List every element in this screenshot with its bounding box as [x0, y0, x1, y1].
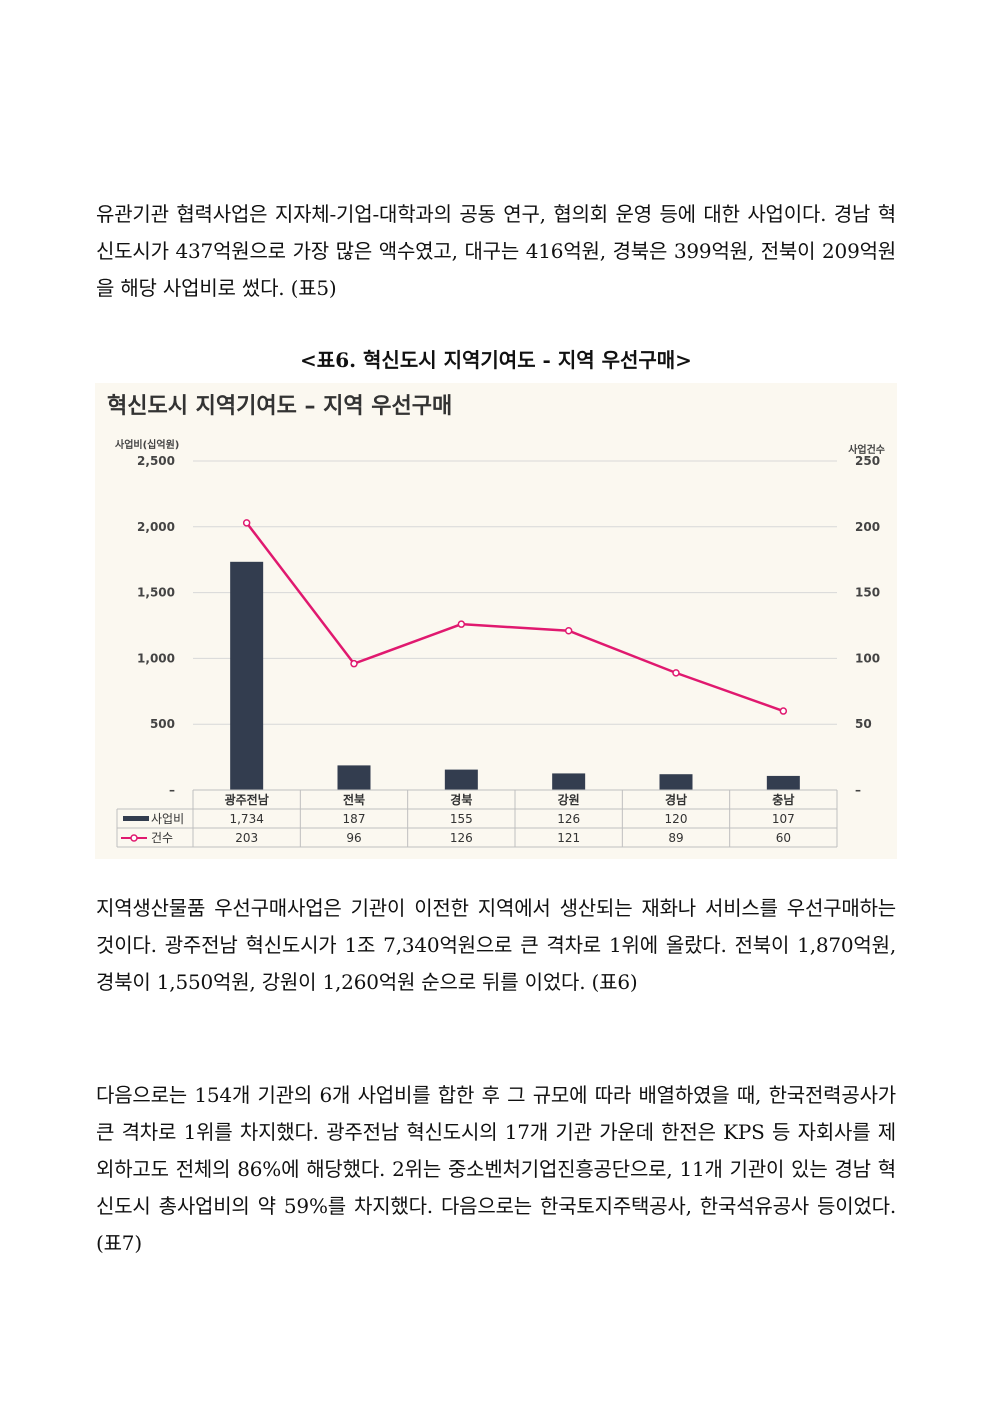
line-point-1: [242, 519, 251, 527]
line-value-label: 121: [557, 831, 580, 845]
y-tick-label: 1,000: [137, 651, 175, 665]
category-label: 강원: [558, 793, 580, 807]
category-label: 광주전남: [225, 792, 269, 807]
legend-key-marker: [130, 834, 138, 842]
y-tick-label: 1,500: [137, 586, 175, 600]
y2-axis-title: 사업건수: [848, 443, 885, 456]
line-value-label: 89: [668, 831, 683, 845]
paragraph-2: 지역생산물품 우선구매사업은 기관이 이전한 지역에서 생산되는 재화나 서비스…: [96, 896, 896, 994]
legend-label-line: 건수: [151, 831, 173, 845]
y2-tick-label: 100: [855, 651, 880, 665]
bar-value-label: 1,734: [229, 812, 263, 826]
bar-3: [444, 769, 478, 790]
bar-1: [230, 561, 264, 790]
line-point-6: [779, 707, 788, 715]
bar-value-label: 155: [450, 812, 473, 826]
line-value-label: 96: [346, 831, 361, 845]
line-point-5: [672, 669, 680, 677]
y-tick-label: 500: [150, 717, 175, 731]
bar-value-label: 187: [343, 812, 366, 826]
bar-5: [659, 774, 693, 790]
y2-tick-label: 200: [855, 520, 880, 534]
bar-4: [552, 773, 586, 790]
line-value-label: 126: [450, 831, 473, 845]
y-tick-label: –: [169, 783, 175, 797]
y2-tick-label: 150: [855, 586, 880, 600]
line-point-3: [457, 620, 466, 628]
bar-6: [766, 775, 800, 790]
legend-key-bar: [123, 816, 149, 821]
bar-value-label: 120: [665, 812, 688, 826]
paragraph-1: 유관기관 협력사업은 지자체-기업-대학과의 공동 연구, 협의회 운영 등에 …: [96, 202, 896, 300]
category-label: 전북: [343, 792, 365, 807]
y2-tick-label: –: [855, 783, 861, 797]
line-point-4: [564, 627, 573, 635]
line-series: [245, 522, 784, 713]
chart-title: 혁신도시 지역기여도 – 지역 우선구매: [107, 393, 452, 419]
bar-value-label: 126: [557, 812, 580, 826]
figure-caption: <표6. 혁신도시 지역기여도 - 지역 우선구매>: [300, 348, 692, 372]
legend-label-bar: 사업비: [151, 812, 184, 826]
y2-tick-label: 250: [855, 454, 880, 468]
y-tick-label: 2,000: [137, 520, 175, 534]
bar-2: [337, 765, 371, 790]
bar-value-label: 107: [772, 812, 795, 826]
y-tick-label: 2,500: [137, 454, 175, 468]
y-axis-title: 사업비(십억원): [115, 438, 179, 451]
line-value-label: 60: [776, 831, 791, 845]
category-label: 충남: [772, 792, 794, 807]
category-label: 경남: [665, 792, 687, 807]
y2-tick-label: 50: [855, 717, 872, 731]
line-point-2: [350, 659, 358, 668]
category-label: 경북: [450, 793, 472, 807]
line-value-label: 203: [235, 831, 258, 845]
paragraph-3: 다음으로는 154개 기관의 6개 사업비를 합한 후 그 규모에 따라 배열하…: [96, 1083, 896, 1255]
